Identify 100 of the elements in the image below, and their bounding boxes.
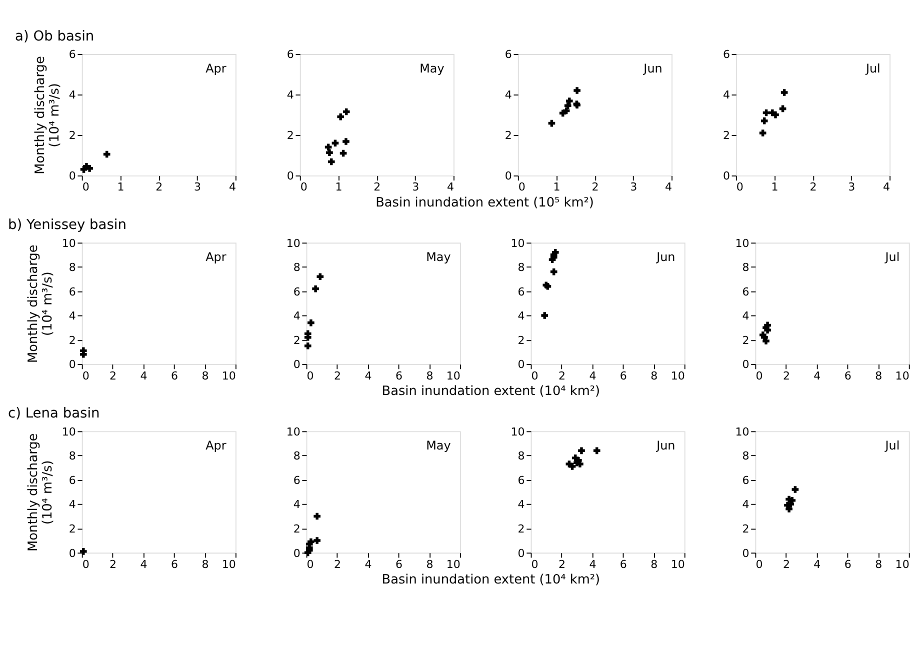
x-tick-label: 2 bbox=[334, 369, 342, 382]
x-tick-label: 0 bbox=[82, 180, 90, 194]
y-tick-label: 4 bbox=[722, 88, 730, 102]
annotation: Jul bbox=[884, 438, 900, 453]
y-tick-label: 2 bbox=[518, 522, 525, 536]
y-tick-label: 4 bbox=[286, 88, 294, 102]
annotation: Jul bbox=[864, 61, 880, 76]
x-tick-label: 3 bbox=[412, 180, 420, 194]
point bbox=[772, 111, 779, 118]
x-tick-label: 3 bbox=[194, 180, 202, 194]
x-tick-label: 8 bbox=[202, 558, 209, 571]
y-tick-label: 10 bbox=[510, 425, 525, 438]
y-tick-label: 0 bbox=[722, 170, 730, 183]
point bbox=[759, 130, 766, 136]
y-tick-label: 2 bbox=[293, 334, 300, 347]
point bbox=[314, 537, 320, 544]
x-tick-label: 6 bbox=[395, 369, 402, 382]
x-tick-label: 6 bbox=[620, 369, 627, 382]
x-tick-label: 2 bbox=[110, 558, 117, 571]
x-tick-label: 2 bbox=[810, 180, 817, 194]
x-tick-label: 2 bbox=[156, 180, 163, 194]
y-tick-label: 6 bbox=[518, 474, 525, 487]
y-tick-label: 0 bbox=[742, 358, 750, 372]
x-tick-label: 4 bbox=[814, 369, 821, 382]
point bbox=[337, 113, 344, 120]
x-tick-label: 10 bbox=[446, 558, 460, 571]
y-tick-label: 0 bbox=[286, 170, 294, 183]
y-tick-label: 2 bbox=[286, 129, 294, 142]
x-tick-label: 2 bbox=[592, 180, 599, 194]
x-tick-label: 2 bbox=[558, 558, 566, 571]
point bbox=[760, 117, 768, 124]
x-tick-label: 8 bbox=[875, 369, 882, 382]
x-tick-label: 0 bbox=[531, 369, 538, 382]
x-axis-title: Basin inundation extent (10⁴ km²) bbox=[382, 384, 600, 399]
x-tick-label: 2 bbox=[558, 369, 566, 382]
y-tick-label: 10 bbox=[510, 236, 525, 250]
x-tick-label: 0 bbox=[82, 369, 90, 382]
y-tick-label: 4 bbox=[504, 88, 512, 102]
y-tick-label: 6 bbox=[68, 285, 76, 298]
x-tick-label: 4 bbox=[814, 558, 821, 571]
x-axis-title: Basin inundation extent (10⁴ km²) bbox=[382, 572, 600, 588]
y-axis-title: Monthly discharge (10⁴ m³/s) bbox=[26, 433, 56, 552]
x-tick-label: 10 bbox=[446, 369, 460, 382]
x-tick-label: 2 bbox=[110, 369, 117, 382]
y-axis-title: Monthly discharge (10⁴ m³/s) bbox=[33, 56, 63, 174]
x-tick-label: 1 bbox=[117, 180, 124, 194]
y-tick-label: 6 bbox=[742, 474, 750, 487]
x-tick-label: 4 bbox=[228, 180, 236, 194]
x-tick-label: 10 bbox=[670, 558, 685, 571]
y-tick-label: 6 bbox=[293, 285, 300, 298]
y-tick-label: 2 bbox=[518, 334, 525, 347]
y-tick-label: 0 bbox=[68, 170, 76, 183]
x-tick-label: 2 bbox=[782, 558, 790, 571]
x-tick-label: 8 bbox=[650, 558, 658, 571]
point bbox=[574, 87, 580, 94]
x-tick-label: 6 bbox=[844, 369, 852, 382]
y-tick-label: 6 bbox=[68, 474, 76, 487]
x-tick-label: 10 bbox=[222, 558, 236, 571]
annotation: May bbox=[426, 250, 451, 264]
x-tick-label: 2 bbox=[334, 558, 342, 571]
x-tick-label: 10 bbox=[222, 369, 236, 382]
y-tick-label: 10 bbox=[286, 236, 300, 250]
point bbox=[593, 447, 600, 454]
y-tick-label: 0 bbox=[518, 358, 525, 372]
y-tick-label: 8 bbox=[742, 261, 750, 274]
x-tick-label: 0 bbox=[306, 558, 314, 571]
point bbox=[578, 447, 585, 454]
y-tick-label: 6 bbox=[742, 285, 750, 298]
point bbox=[86, 164, 93, 172]
x-tick-label: 4 bbox=[446, 180, 454, 194]
y-tick-label: 10 bbox=[62, 236, 76, 250]
y-tick-label: 4 bbox=[68, 498, 76, 512]
point bbox=[328, 158, 335, 166]
annotation: Jun bbox=[642, 61, 662, 76]
point bbox=[326, 149, 333, 156]
y-tick-label: 8 bbox=[518, 261, 525, 274]
x-tick-label: 6 bbox=[171, 369, 178, 382]
x-tick-label: 0 bbox=[82, 558, 90, 571]
y-tick-label: 4 bbox=[68, 310, 76, 323]
y-tick-label: 6 bbox=[722, 48, 730, 62]
x-tick-label: 2 bbox=[782, 369, 790, 382]
y-tick-label: 2 bbox=[742, 334, 750, 347]
annotation: Apr bbox=[206, 438, 226, 453]
y-tick-label: 0 bbox=[293, 358, 300, 372]
chart-title: c) Lena basin bbox=[8, 405, 100, 422]
point bbox=[332, 140, 339, 147]
x-tick-label: 4 bbox=[364, 369, 372, 382]
y-tick-label: 10 bbox=[62, 425, 76, 438]
x-axis-title: Basin inundation extent (10⁵ km²) bbox=[376, 195, 594, 210]
point bbox=[762, 338, 770, 344]
annotation: May bbox=[420, 61, 444, 76]
x-tick-label: 10 bbox=[895, 369, 910, 382]
y-tick-label: 4 bbox=[742, 498, 750, 512]
y-tick-label: 4 bbox=[518, 310, 525, 323]
chart-title: a) Ob basin bbox=[15, 28, 94, 44]
x-tick-label: 0 bbox=[756, 369, 763, 382]
x-tick-label: 6 bbox=[395, 558, 402, 571]
y-tick-label: 2 bbox=[722, 129, 730, 142]
y-tick-label: 2 bbox=[293, 522, 300, 536]
x-tick-label: 1 bbox=[771, 180, 778, 194]
